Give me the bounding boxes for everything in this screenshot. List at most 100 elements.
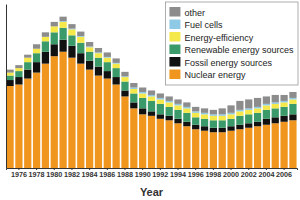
bar — [174, 119, 181, 123]
bar — [15, 77, 22, 84]
bar — [254, 126, 261, 168]
bar — [59, 22, 66, 28]
bar — [130, 93, 137, 102]
bar — [192, 113, 199, 117]
bar — [113, 58, 120, 62]
bar — [77, 37, 84, 43]
bar — [183, 108, 190, 112]
bar — [51, 22, 58, 26]
bar — [227, 105, 234, 112]
x-axis-title: Year — [140, 186, 164, 198]
bar — [263, 110, 270, 119]
bar — [130, 89, 137, 93]
x-tick: 2000 — [223, 168, 239, 179]
bar — [121, 77, 128, 81]
bar — [68, 24, 75, 28]
chart-container: 1976197819801982198419861988199019921994… — [0, 0, 300, 200]
bar — [95, 58, 102, 67]
bar — [245, 99, 252, 108]
x-tick: 2006 — [276, 168, 292, 179]
bar — [139, 92, 146, 93]
legend-item: Renewable energy sources — [169, 45, 294, 56]
bar — [130, 102, 137, 108]
legend-label: Renewable energy sources — [184, 45, 294, 55]
bar — [272, 117, 279, 123]
bar — [245, 110, 252, 114]
legend-item: Energy-efficiency — [169, 32, 253, 43]
bar — [86, 70, 93, 168]
bar — [51, 32, 58, 44]
bar — [130, 87, 137, 88]
x-tick-label: 2004 — [258, 170, 274, 179]
bar — [113, 64, 120, 68]
bar — [148, 96, 155, 100]
bar — [236, 116, 243, 125]
x-tick-label: 1976 — [11, 170, 27, 179]
bar — [77, 64, 84, 168]
bar — [51, 26, 58, 32]
bar-series — [6, 40, 296, 132]
bar — [254, 108, 261, 112]
bar — [289, 104, 296, 114]
chart-svg: 1976197819801982198419861988199019921994… — [0, 0, 300, 200]
bar — [254, 107, 261, 108]
bar — [139, 87, 146, 91]
bar — [33, 62, 40, 72]
bar — [174, 99, 181, 103]
bars — [6, 17, 296, 168]
bar — [139, 114, 146, 168]
bar — [148, 95, 155, 96]
bar — [33, 53, 40, 62]
bar — [24, 79, 31, 168]
bar — [272, 102, 279, 103]
bar — [86, 61, 93, 70]
bar — [15, 65, 22, 68]
legend-label: Nuclear energy — [184, 70, 246, 80]
bar — [113, 85, 120, 168]
bar — [289, 92, 296, 98]
bar — [280, 101, 287, 102]
bar — [104, 71, 111, 78]
bar — [280, 116, 287, 122]
legend-label: Fossil energy sources — [184, 58, 272, 68]
x-tick-label: 2000 — [223, 170, 239, 179]
bar — [24, 62, 31, 69]
legend-label: Energy-efficiency — [184, 33, 253, 43]
bar — [59, 40, 66, 52]
bar — [210, 132, 217, 168]
bar — [130, 83, 137, 87]
legend-box — [165, 2, 298, 85]
x-tick: 1994 — [170, 168, 186, 179]
legend-item: Nuclear energy — [169, 70, 246, 81]
legend-item: Fossil energy sources — [169, 57, 272, 68]
bar — [254, 98, 261, 107]
bar — [148, 101, 155, 111]
x-tick-label: 1978 — [29, 170, 45, 179]
bar — [33, 49, 40, 53]
bar — [183, 122, 190, 126]
bar — [121, 96, 128, 168]
legend-swatch — [169, 45, 180, 55]
bar — [174, 105, 181, 109]
bar — [86, 42, 93, 46]
bar — [201, 126, 208, 130]
bar — [121, 90, 128, 96]
x-tick-label: 2002 — [241, 170, 257, 179]
x-tick: 1992 — [152, 168, 168, 179]
bar — [51, 56, 58, 168]
bar — [201, 131, 208, 168]
bar — [95, 53, 102, 57]
bar — [289, 99, 296, 103]
x-tick-label: 1992 — [152, 170, 168, 179]
bar — [68, 46, 75, 58]
bar — [210, 114, 217, 115]
bar — [201, 119, 208, 126]
x-tick-label: 1998 — [205, 170, 221, 179]
bar — [157, 119, 164, 168]
bar — [77, 32, 84, 36]
bar — [210, 116, 217, 120]
bar — [201, 113, 208, 114]
legend-swatch — [169, 20, 180, 30]
bar — [166, 120, 173, 168]
bar — [254, 113, 261, 122]
